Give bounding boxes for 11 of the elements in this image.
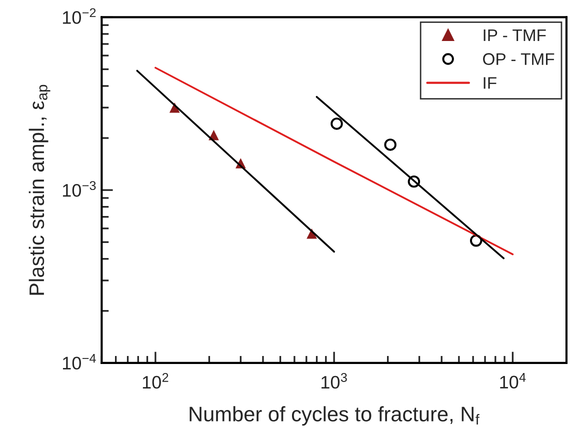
x-tick-label: 10$^{2}$: [142, 373, 168, 389]
y-axis-title: Plastic strain ampl., ε$_{ap}$: [28, 84, 50, 295]
legend-label: OP - TMF: [483, 53, 554, 65]
y-tick-label: 10$^{−2}$: [62, 8, 96, 24]
legend-label: IF: [484, 77, 496, 89]
y-tick-label: 10$^{−4}$: [62, 354, 96, 370]
x-tick-label: 10$^{3}$: [322, 373, 347, 389]
legend-label: IP - TMF: [484, 29, 546, 41]
x-tick-label: 10$^{4}$: [500, 373, 526, 389]
y-tick-label: 10$^{−3}$: [62, 181, 96, 197]
x-axis-title: Number of cycles to fracture, N$_{f}$: [190, 406, 480, 426]
